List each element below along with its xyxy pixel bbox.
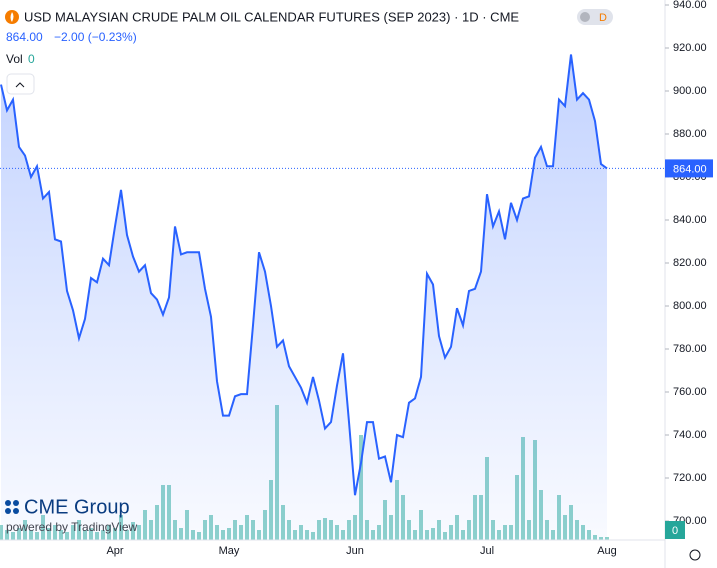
settings-icon[interactable]	[689, 549, 701, 561]
price: 864.00	[6, 30, 43, 44]
y-tick-label: 800.00	[673, 300, 707, 312]
change: −2.00 (−0.23%)	[54, 30, 137, 44]
y-tick-label: 840.00	[673, 214, 707, 226]
title: USD MALAYSIAN CRUDE PALM OIL CALENDAR FU…	[24, 9, 519, 24]
logo	[5, 500, 19, 514]
price-area	[1, 54, 607, 540]
x-tick-label: May	[219, 545, 240, 557]
y-tick-label: 780.00	[673, 343, 707, 355]
y-tick-label: 940.00	[673, 0, 707, 11]
y-tick-label: 920.00	[673, 42, 707, 54]
volume-last-box	[665, 521, 685, 539]
y-tick-label: 740.00	[673, 429, 707, 441]
powered-by: powered by TradingView	[6, 520, 138, 534]
logo-text: CME Group	[24, 496, 130, 518]
y-tick-label: 900.00	[673, 85, 707, 97]
x-tick-label: Apr	[106, 545, 123, 557]
y-tick-label: 820.00	[673, 257, 707, 269]
vol-label: Vol	[6, 52, 23, 66]
x-tick-label: Jul	[480, 545, 494, 557]
symbol-icon	[10, 12, 14, 22]
y-tick-label: 720.00	[673, 472, 707, 484]
status-dot	[580, 12, 590, 22]
vol-value: 0	[28, 52, 35, 66]
badge: D	[599, 12, 607, 24]
volume-last-label: 0	[672, 525, 678, 537]
plot	[0, 54, 609, 540]
x-tick-label: Jun	[346, 545, 364, 557]
x-tick-label: Aug	[597, 545, 617, 557]
last-price-label: 864.00	[673, 163, 707, 175]
price-line	[0, 54, 608, 496]
caret	[15, 82, 25, 88]
y-tick-label: 760.00	[673, 386, 707, 398]
y-tick-label: 880.00	[673, 128, 707, 140]
last-price-box	[665, 159, 713, 178]
